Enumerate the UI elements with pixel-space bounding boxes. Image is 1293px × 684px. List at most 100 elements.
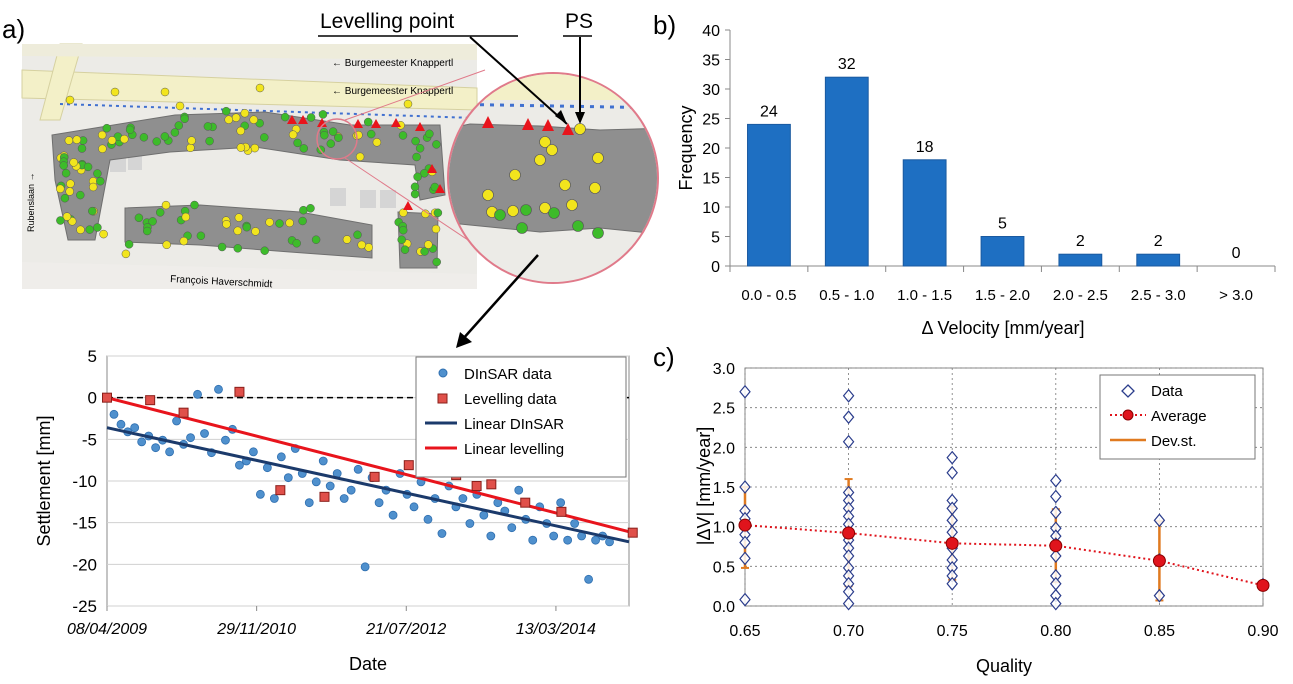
levelling-point	[486, 479, 497, 490]
levelling-point	[178, 407, 189, 418]
ps-point	[482, 189, 494, 201]
ps-point	[320, 130, 329, 140]
dinsar-point	[353, 464, 363, 474]
data-point	[739, 592, 751, 607]
ps-point	[139, 133, 149, 142]
levelling-marker	[298, 115, 308, 124]
ps-point	[242, 222, 252, 232]
dinsar-point	[137, 437, 147, 447]
settlement-y-tick-label: -20	[72, 555, 97, 574]
histogram-bar	[747, 123, 791, 267]
ps-point	[96, 176, 105, 186]
average-point	[1152, 554, 1166, 568]
levelling-point	[556, 506, 567, 517]
quality-y-tick-label: 1.5	[713, 480, 735, 497]
series-linear-dinsar	[106, 426, 630, 544]
histogram-y-tick-label: 10	[702, 200, 720, 217]
ps-point	[355, 152, 365, 162]
zoom-magnifier-circle	[447, 72, 659, 284]
dinsar-point	[116, 419, 126, 429]
series-dinsar-points	[102, 384, 614, 584]
data-point	[842, 410, 855, 425]
levelling-point	[471, 481, 482, 491]
dinsar-point	[409, 502, 419, 512]
ps-point	[224, 115, 233, 124]
ps-point	[160, 87, 170, 97]
ps-point	[124, 240, 134, 249]
quality-y-tick-label: 3.0	[713, 361, 735, 378]
histogram-bar	[902, 159, 947, 267]
levelling-point	[102, 392, 112, 403]
ps-point	[280, 112, 290, 122]
ps-point	[410, 189, 420, 199]
ps-point	[187, 136, 196, 145]
data-point	[842, 388, 855, 403]
dinsar-point	[130, 423, 140, 433]
levelling-marker	[435, 184, 445, 193]
ps-point	[88, 182, 98, 192]
ps-point	[85, 225, 94, 234]
ps-point	[265, 218, 274, 227]
ps-point	[203, 122, 213, 131]
zoom-source-circle	[316, 118, 358, 160]
levelling-marker	[317, 118, 327, 127]
legend-label-linear-levelling: Linear levelling	[464, 441, 564, 458]
ps-point	[148, 217, 157, 226]
ps-point	[56, 216, 65, 225]
dinsar-point	[584, 574, 593, 584]
ps-point	[181, 212, 191, 222]
histogram-bar	[1058, 253, 1103, 267]
levelling-marker	[562, 123, 574, 135]
dinsar-point	[486, 531, 496, 541]
ps-point	[334, 133, 343, 142]
ps-point	[299, 144, 309, 153]
data-point	[739, 384, 751, 399]
levelling-point	[234, 386, 245, 397]
histogram-y-tick-label: 5	[711, 230, 720, 247]
data-point	[1050, 489, 1062, 504]
ps-point	[328, 127, 338, 136]
histogram-y-tick-label: 25	[702, 112, 720, 129]
dinsar-point	[458, 494, 468, 503]
ps-point	[399, 208, 408, 217]
ps-point	[516, 222, 528, 234]
histogram-value-label: 0	[1232, 245, 1241, 262]
dinsar-point	[437, 529, 447, 538]
settlement-legend: DInSAR data Levelling data Linear DInSAR…	[415, 356, 627, 478]
histogram-y-ticks: 0 5 10 15 20 25 30 35 40	[702, 23, 730, 276]
dinsar-point	[165, 447, 175, 457]
ps-point	[65, 95, 75, 105]
ps-point	[97, 130, 107, 140]
ps-point	[342, 235, 352, 244]
legend-marker-average	[1122, 409, 1134, 421]
dinsar-point	[235, 460, 244, 470]
quality-y-tick-label: 2.0	[713, 440, 735, 457]
quality-y-tick-label: 0.0	[713, 599, 735, 616]
ps-point	[398, 225, 408, 235]
levelling-marker	[403, 201, 413, 210]
legend-label-dinsar: DInSAR data	[464, 366, 552, 383]
histogram-x-ticks: 0.0 - 0.5 0.5 - 1.0 1.0 - 1.5 1.5 - 2.0 2.0 …	[729, 266, 1276, 304]
dinsar-point	[172, 416, 181, 426]
ps-point	[236, 143, 246, 152]
ps-point	[240, 108, 250, 118]
ps-point	[221, 106, 231, 116]
histogram-x-tick-label: 0.5 - 1.0	[819, 287, 874, 304]
zoom-line-top	[344, 69, 486, 121]
dinsar-point	[360, 562, 370, 572]
quality-chart: 0.00.51.01.52.02.53.0 0.65 0.70 0.75 0.80 0.…	[694, 361, 1279, 676]
histogram-value-label: 2	[1154, 233, 1163, 250]
ps-point	[83, 162, 93, 172]
legend-label-devst: Dev.st.	[1151, 433, 1197, 450]
settlement-chart: 5 0 -5 -10 -15 -20 -25 08/04/2009 29/11/2010 21/…	[34, 347, 638, 674]
dinsar-point	[214, 384, 223, 394]
ps-point	[76, 190, 85, 200]
arrow-to-timeseries-head	[456, 332, 472, 348]
levelling-marker	[427, 164, 437, 173]
histogram-y-tick-label: 35	[702, 53, 720, 70]
ps-point	[251, 227, 260, 236]
dinsar-point	[591, 535, 600, 545]
ps-point	[234, 213, 244, 222]
ps-point	[59, 161, 68, 170]
ps-point	[311, 235, 321, 244]
